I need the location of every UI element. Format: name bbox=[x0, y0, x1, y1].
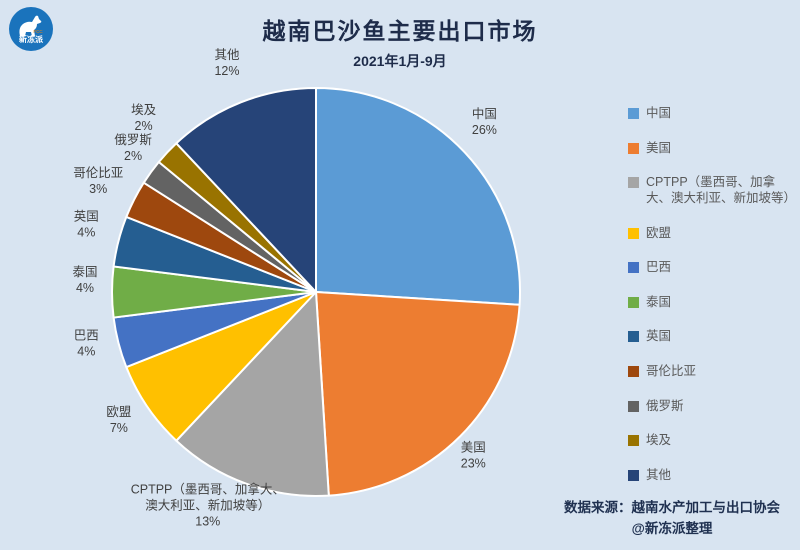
pie-slice-label: 巴西 4% bbox=[74, 328, 99, 358]
logo-sub-text: FCC bbox=[33, 29, 43, 34]
legend-label: 英国 bbox=[646, 329, 672, 344]
legend-item: 泰国 bbox=[628, 295, 796, 311]
pie-slice-label: 埃及 2% bbox=[131, 103, 157, 133]
data-source-note: 数据来源：越南水产加工与出口协会 @新冻派整理 bbox=[564, 498, 780, 540]
legend-item: 美国 bbox=[628, 141, 796, 157]
pie-slice-label: 哥伦比亚 3% bbox=[73, 165, 123, 196]
legend-label: 哥伦比亚 bbox=[646, 364, 697, 378]
logo-brand-text: 新冻派 bbox=[19, 34, 44, 44]
legend-label: 其他 bbox=[646, 467, 672, 482]
legend-label: 欧盟 bbox=[646, 225, 672, 240]
pie-slice-label: 俄罗斯 2% bbox=[114, 133, 152, 163]
data-source-line1: 数据来源：越南水产加工与出口协会 bbox=[564, 500, 780, 516]
legend-item: 哥伦比亚 bbox=[628, 364, 796, 380]
pie-slice bbox=[315, 87, 522, 306]
legend-label: CPTPP（墨西哥、加拿大、澳大利亚、新加坡等） bbox=[646, 175, 797, 205]
polar-bear-logo-icon: FCC 新冻派 bbox=[9, 7, 53, 51]
legend-marker bbox=[628, 469, 639, 481]
legend-marker bbox=[628, 262, 639, 274]
legend-item: 其他 bbox=[628, 468, 796, 484]
legend-item: 英国 bbox=[628, 329, 796, 345]
legend-marker bbox=[628, 108, 639, 119]
chart-legend: 中国美国 CPTPP（墨西哥、加拿大、澳大利亚、新加坡等） 欧盟巴西泰国英国哥伦比亚… bbox=[628, 106, 796, 484]
legend-label: 巴西 bbox=[646, 260, 672, 275]
pie-slice-label: 英国 4% bbox=[74, 210, 99, 240]
legend-item: CPTPP（墨西哥、加拿大、澳大利亚、新加坡等） bbox=[628, 175, 796, 206]
pie-slice-label: 其他 12% bbox=[214, 48, 240, 78]
legend-marker bbox=[628, 227, 639, 239]
pie-slice-label: 美国 23% bbox=[461, 440, 486, 470]
pie-slice-label: CPTPP（墨西哥、加拿大、澳大利亚、新加坡等） 13% bbox=[131, 481, 285, 528]
legend-marker bbox=[628, 435, 639, 447]
pie-slice-label: 欧盟 7% bbox=[106, 405, 131, 435]
legend-marker bbox=[628, 331, 639, 343]
legend-label: 中国 bbox=[646, 106, 672, 120]
legend-marker bbox=[628, 366, 639, 377]
legend-marker bbox=[628, 177, 639, 189]
legend-item: 埃及 bbox=[628, 433, 796, 449]
legend-label: 埃及 bbox=[646, 433, 672, 448]
legend-item: 俄罗斯 bbox=[628, 399, 796, 415]
pie-slice bbox=[315, 291, 521, 497]
pie-slice bbox=[175, 87, 317, 293]
legend-marker bbox=[628, 400, 639, 412]
legend-label: 俄罗斯 bbox=[646, 398, 684, 413]
legend-marker bbox=[628, 142, 639, 154]
legend-item: 欧盟 bbox=[628, 226, 796, 242]
legend-label: 泰国 bbox=[646, 294, 672, 309]
legend-item: 巴西 bbox=[628, 260, 796, 276]
pie-slice-label: 泰国 4% bbox=[72, 265, 97, 295]
legend-marker bbox=[628, 296, 639, 308]
data-source-line2: @新冻派整理 bbox=[631, 521, 713, 537]
legend-label: 美国 bbox=[646, 140, 672, 155]
pie-slice bbox=[175, 291, 330, 497]
pie-slice-label: 中国 26% bbox=[472, 106, 497, 137]
brand-logo: FCC 新冻派 bbox=[8, 6, 54, 52]
legend-item: 中国 bbox=[628, 106, 796, 122]
